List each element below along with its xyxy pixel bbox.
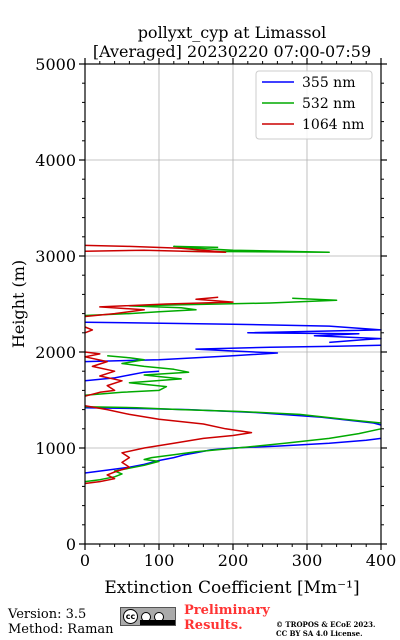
grid-lines [85, 64, 381, 544]
x-axis-label: Extinction Coefficient [Mm⁻¹] [104, 578, 359, 598]
chart-title-line2: [Averaged] 20230220 07:00-07:59 [93, 42, 371, 61]
series-line-355-nm [84, 344, 382, 363]
y-tick-label: 3000 [35, 247, 76, 266]
series-line-1064-nm [84, 326, 94, 334]
license-strip [140, 620, 175, 625]
legend-box [255, 70, 373, 140]
series-line-355-nm [84, 370, 160, 382]
x-tick-label: 200 [218, 551, 249, 570]
extinction-profile-chart: pollyxt_cyp at Limassol [Averaged] 20230… [9, 23, 396, 598]
preliminary-line2: Results. [184, 618, 243, 633]
y-tick-label: 2000 [35, 343, 76, 362]
series-line-1064-nm [84, 244, 227, 253]
y-axis-label: Height (m) [9, 260, 28, 348]
chart-title-line1: pollyxt_cyp at Limassol [138, 23, 327, 42]
series-line-532-nm [84, 428, 382, 483]
creative-commons-icon: cc [123, 609, 138, 624]
series-line-1064-nm [84, 296, 234, 318]
copyright-note: © TROPOS & ECoE 2023. CC BY SA 4.0 Licen… [276, 620, 375, 638]
legend-label-532-nm: 532 nm [302, 96, 355, 112]
series-line-532-nm [173, 245, 330, 253]
series-line-532-nm [84, 405, 382, 424]
y-tick-label: 5000 [35, 55, 76, 74]
preliminary-results-note: Preliminary Results. [184, 603, 270, 633]
legend-label-355-nm: 355 nm [302, 75, 355, 91]
series-line-532-nm [84, 297, 338, 317]
x-tick-label: 0 [80, 551, 90, 570]
series-lines [84, 244, 382, 485]
x-tick-label: 400 [366, 551, 397, 570]
copyright-line2: CC BY SA 4.0 License. [276, 629, 363, 638]
x-tick-label: 100 [144, 551, 175, 570]
y-tick-label: 0 [66, 535, 76, 554]
series-line-355-nm [84, 321, 382, 344]
preliminary-line1: Preliminary [184, 603, 270, 618]
series-line-532-nm [84, 355, 190, 396]
series-line-1064-nm [84, 405, 253, 485]
copyright-line1: © TROPOS & ECoE 2023. [276, 620, 376, 629]
y-tick-label: 4000 [35, 151, 76, 170]
x-tick-label: 300 [292, 551, 323, 570]
cc-license-badge: cc [120, 607, 176, 626]
series-line-1064-nm [84, 351, 123, 397]
version-text: Version: 3.5 [8, 607, 87, 622]
method-text: Method: Raman [8, 622, 114, 637]
legend: 355 nm 532 nm 1064 nm [255, 70, 373, 140]
legend-label-1064-nm: 1064 nm [302, 117, 364, 133]
y-tick-label: 1000 [35, 439, 76, 458]
series-line-355-nm [84, 437, 382, 474]
